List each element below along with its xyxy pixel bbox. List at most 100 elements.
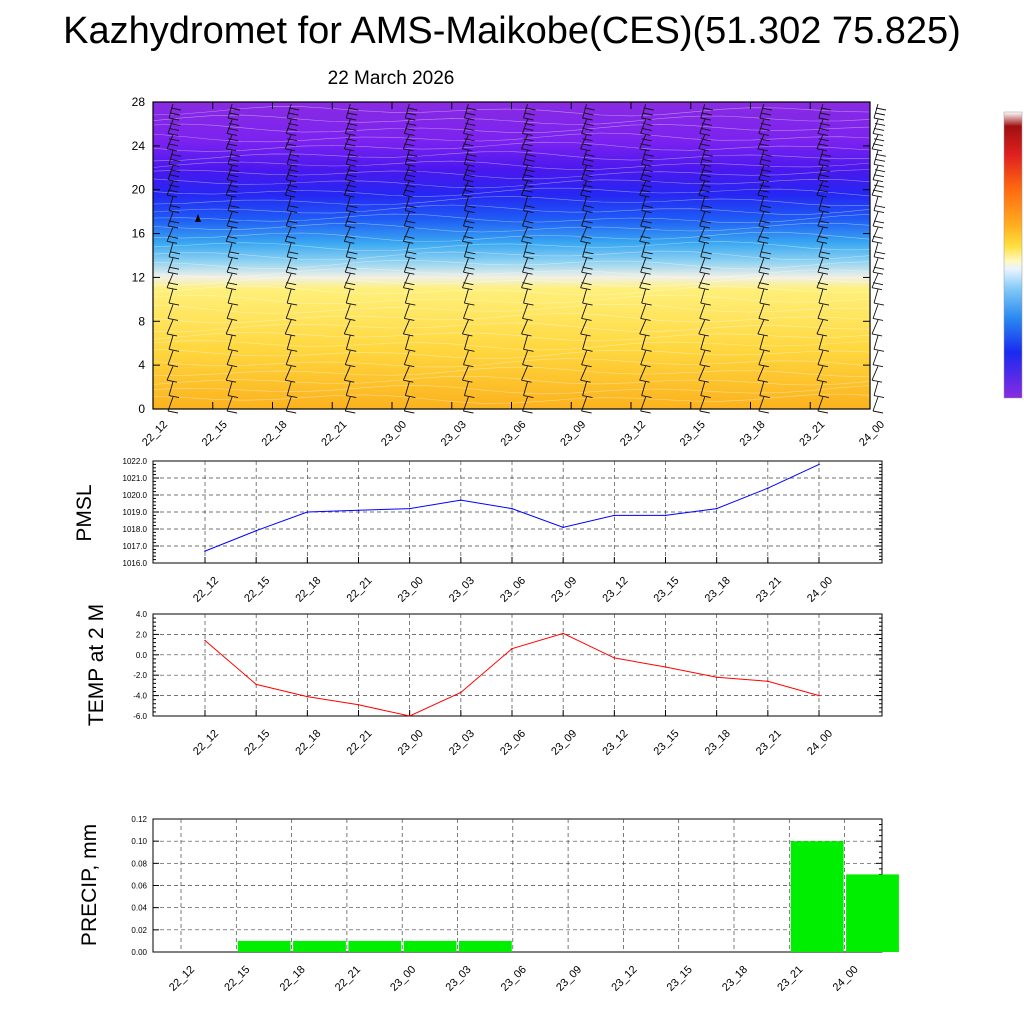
wind-barb-flag [640, 235, 651, 239]
contour-line [152, 160, 871, 170]
wind-barb-flag [581, 282, 592, 286]
wind-barb-staff [227, 150, 233, 165]
wind-barb-staff [343, 273, 351, 288]
wind-barb-flag [700, 395, 711, 399]
wind-barb-flag [286, 235, 297, 239]
wind-barb-flag [639, 379, 650, 383]
wind-barb-flag [639, 333, 650, 337]
wind-barb-flag [871, 287, 883, 291]
wind-barb-staff [758, 258, 765, 273]
wind-barb-flag [582, 174, 593, 178]
wind-barb-flag [464, 302, 475, 306]
contour-line [152, 375, 871, 386]
wind-barb-flag [699, 318, 710, 321]
wind-barb-flag [818, 163, 830, 167]
temp-xtick-label: 23_21 [754, 728, 784, 758]
wind-barb-flag [758, 410, 769, 414]
wind-barb-flag [641, 117, 652, 121]
wind-barb-staff [641, 242, 647, 257]
wind-barb-flag [817, 235, 829, 239]
heatmap-xtick-label: 23_00 [379, 419, 409, 449]
wind-barb-flag [403, 287, 414, 291]
heatmap-ytick-label: 8 [138, 314, 145, 328]
wind-barb-staff [344, 211, 351, 227]
temp-point [562, 632, 564, 635]
wind-barb-flag [872, 143, 884, 147]
temp-point [255, 683, 257, 686]
wind-barb-flag [406, 158, 417, 162]
heatmap-ytick-label: 24 [132, 139, 146, 153]
wind-barbs [166, 103, 887, 414]
wind-barb-staff [758, 165, 765, 180]
wind-barb-flag [404, 271, 415, 275]
temp-xtick-label: 23_03 [447, 728, 477, 758]
wind-barb-flag [820, 107, 832, 111]
wind-barb-flag [819, 169, 831, 173]
wind-barb-staff [344, 165, 351, 180]
wind-barb-staff [699, 165, 706, 180]
wind-barb-flag [405, 210, 416, 213]
wind-barb-flag [640, 189, 651, 193]
heatmap-xtick-label: 23_06 [499, 419, 529, 449]
temp-point [511, 647, 513, 650]
wind-barb-staff [872, 258, 879, 273]
wind-barb-staff [873, 335, 879, 350]
wind-barb-flag [698, 333, 709, 337]
wind-barb-staff [698, 180, 706, 196]
wind-barb-flag [698, 379, 709, 383]
wind-barb-flag [522, 143, 533, 147]
wind-barb-staff [343, 180, 351, 196]
wind-barb-flag [226, 132, 238, 136]
wind-barb-flag [466, 107, 477, 111]
wind-barb-staff [462, 350, 469, 365]
wind-barb-flag [404, 282, 415, 286]
wind-barb-flag [871, 333, 883, 337]
wind-barb-flag [168, 348, 180, 352]
wind-barb-staff [758, 350, 765, 365]
wind-barb-flag [523, 302, 534, 306]
wind-barb-flag [874, 251, 886, 255]
wind-barb-flag [346, 266, 357, 270]
heatmap-xtick-label: 24_00 [857, 419, 887, 449]
heatmap-xtick-label: 22_15 [200, 419, 230, 449]
temp-xtick-label: 22_21 [345, 728, 375, 758]
wind-barb-staff [345, 335, 351, 350]
wind-barb-staff [168, 335, 174, 350]
pmsl-ytick-label: 1020.0 [123, 491, 148, 500]
wind-barb-flag [757, 287, 768, 291]
pmsl-xtick-label: 22_12 [191, 575, 221, 605]
wind-barb-staff [640, 350, 647, 365]
wind-barb-flag [168, 138, 180, 142]
heatmap-xtick-label: 22_21 [319, 419, 349, 449]
temp-xtick-label: 22_15 [242, 728, 272, 758]
wind-barb-flag [167, 364, 179, 368]
wind-barb-flag [346, 220, 357, 224]
wind-barb-flag [818, 138, 830, 142]
wind-barb-flag [700, 348, 711, 352]
wind-barb-staff [167, 211, 174, 227]
wind-barb-flag [872, 132, 884, 136]
wind-barb-pennant [195, 214, 201, 222]
wind-barb-staff [462, 273, 469, 288]
wind-barb-flag [287, 348, 298, 352]
wind-barb-staff [698, 273, 706, 288]
wind-barb-flag [227, 256, 239, 260]
pmsl-ytick-label: 1016.0 [123, 559, 148, 568]
heatmap-y-axis: 0 4 8 12 16 20 24 28 [132, 95, 870, 416]
wind-barb-flag [700, 302, 711, 306]
wind-barb-flag [701, 122, 712, 126]
wind-barb-flag [522, 364, 533, 368]
wind-barb-flag [228, 112, 240, 116]
wind-barb-flag [404, 143, 415, 147]
wind-barb-staff [581, 304, 588, 319]
wind-barb-flag [700, 266, 711, 270]
contour-line [152, 178, 871, 189]
pmsl-ylabel: PMSL [73, 484, 96, 541]
wind-barb-staff [167, 119, 174, 134]
precip-bar [348, 940, 402, 952]
wind-barb-flag [523, 256, 534, 260]
wind-barb-staff [582, 288, 588, 304]
heatmap-ytick-label: 16 [132, 227, 146, 241]
wind-barb-flag [405, 184, 416, 188]
pmsl-point [255, 529, 257, 532]
